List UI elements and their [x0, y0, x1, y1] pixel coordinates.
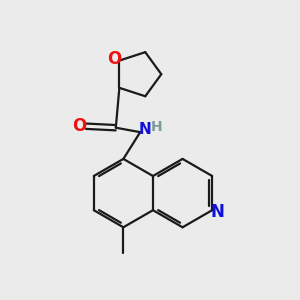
Text: O: O [107, 50, 121, 68]
Text: N: N [210, 203, 224, 221]
Text: N: N [139, 122, 152, 137]
Text: H: H [151, 120, 162, 134]
Text: O: O [72, 117, 87, 135]
